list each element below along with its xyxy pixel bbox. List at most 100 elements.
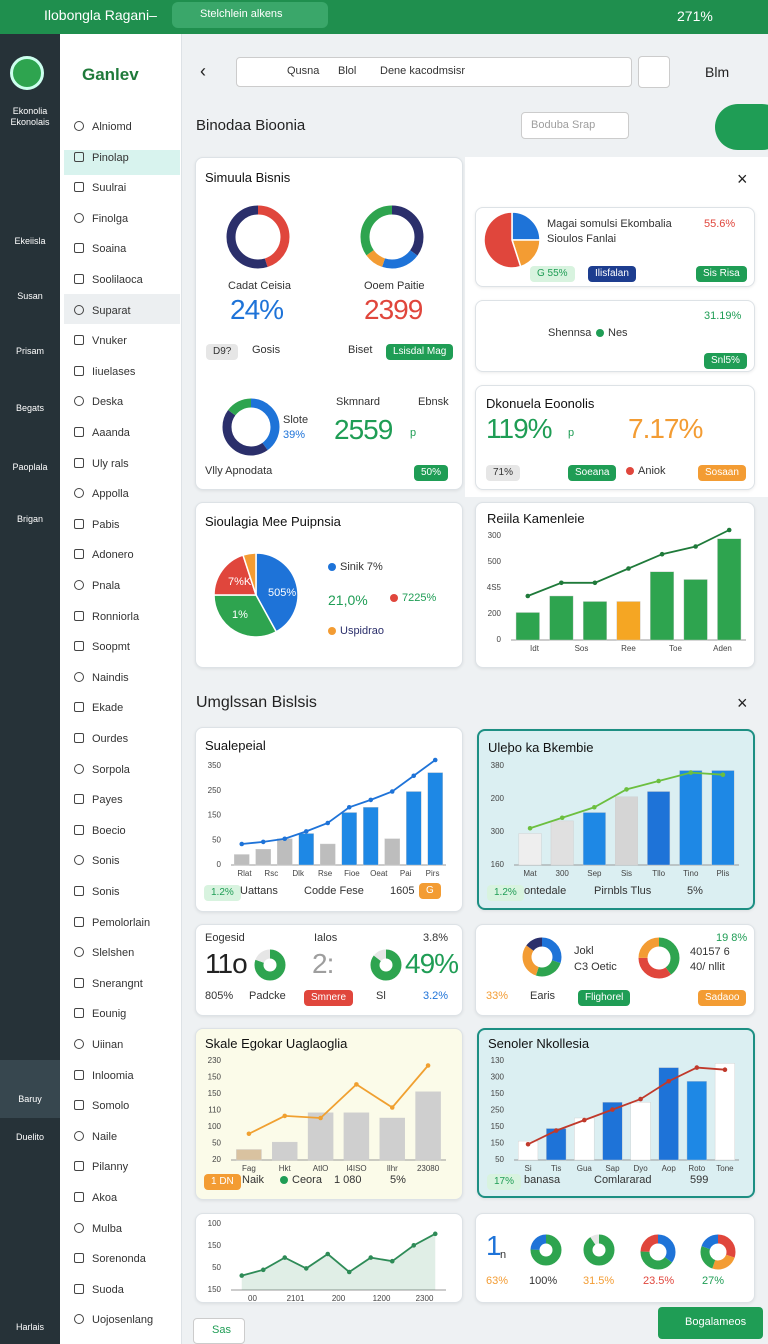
sidebar-item: Soaina xyxy=(92,243,127,256)
bar xyxy=(679,770,703,866)
footer-button[interactable] xyxy=(658,1307,763,1339)
pie-slice xyxy=(511,211,541,241)
sidebar-item: Sonis xyxy=(92,886,120,898)
donut-segment xyxy=(360,205,424,269)
x-tick-label: Si xyxy=(525,1164,532,1173)
card-text: 7%K xyxy=(228,576,252,588)
line-point xyxy=(592,804,597,810)
rail-active xyxy=(0,1060,60,1118)
donut-segment xyxy=(640,1234,676,1270)
card-text: 3.2% xyxy=(423,990,449,1002)
x-tick-label: Oeat xyxy=(370,869,388,878)
card-text: 1 080 xyxy=(334,1174,362,1186)
x-tick-label: Rsc xyxy=(264,869,278,878)
back-icon[interactable]: ‹ xyxy=(200,61,206,81)
sidebar-item: Uojosenlang xyxy=(92,1314,154,1327)
line-point xyxy=(346,804,352,810)
bar xyxy=(298,833,314,866)
toolbar-input[interactable] xyxy=(236,57,632,87)
y-tick-label: 150 xyxy=(208,1073,222,1082)
line-point xyxy=(303,1266,309,1271)
bar xyxy=(234,854,250,866)
chip: Smnere xyxy=(304,990,354,1006)
card-text: Sioulagia Mee Puipnsia xyxy=(205,514,341,529)
y-tick-label: 150 xyxy=(491,1122,505,1131)
dropdown-text: Boduba Srap xyxy=(531,119,596,131)
sidebar-item: Uly rals xyxy=(92,457,129,470)
profile-pill[interactable] xyxy=(715,104,768,150)
dropdown[interactable] xyxy=(521,112,629,139)
y-tick-label: 250 xyxy=(208,786,222,795)
bar xyxy=(658,1067,679,1161)
rail-label: Ekonolia Ekonolais xyxy=(10,106,50,127)
search-text: Stelchlein alkens xyxy=(200,8,283,20)
x-tick-label: Ilhr xyxy=(387,1164,398,1173)
sidebar-item: Sorenonda xyxy=(92,1253,146,1266)
card-text: n xyxy=(500,1249,507,1261)
sidebar xyxy=(60,34,182,1344)
donut-segment xyxy=(254,949,286,981)
x-tick-label: 200 xyxy=(332,1294,346,1303)
y-tick-label: 200 xyxy=(488,609,502,618)
sidebar-item: Sorpola xyxy=(92,763,130,776)
x-tick-label: Aden xyxy=(713,644,732,653)
item-icon xyxy=(74,212,84,223)
line-point xyxy=(525,1141,531,1147)
item-icon xyxy=(74,824,84,835)
item-icon xyxy=(74,947,84,958)
card-text: Comlararad xyxy=(594,1174,652,1186)
card-text: Cadat Ceisia xyxy=(228,280,291,292)
item-icon xyxy=(74,855,84,866)
item-icon xyxy=(74,1283,84,1294)
card-text: Ceora xyxy=(280,1175,322,1186)
y-tick-label: 150 xyxy=(208,1241,222,1250)
close-icon[interactable]: × xyxy=(737,169,748,189)
bar xyxy=(616,601,641,641)
top-search[interactable] xyxy=(172,2,328,28)
tab: Qusna xyxy=(287,65,320,77)
top-bar xyxy=(0,0,768,34)
bar xyxy=(341,812,357,866)
donut-segment xyxy=(640,1234,676,1270)
card-text: p xyxy=(410,427,417,439)
chip: 1.2% xyxy=(487,885,524,901)
card-text: Eogesid xyxy=(205,932,245,944)
x-tick-label: Ree xyxy=(621,644,636,653)
sidebar-item: Slelshen xyxy=(92,947,135,960)
sidebar-item: Ronniorla xyxy=(92,610,140,623)
card-text: Biset xyxy=(348,344,373,356)
sidebar-item: Pabis xyxy=(92,518,120,531)
bar xyxy=(615,796,638,866)
line-point xyxy=(389,1105,395,1110)
card-text: 40157 6 xyxy=(690,946,730,958)
close-icon[interactable]: × xyxy=(737,693,748,713)
x-tick-label: 23080 xyxy=(417,1164,440,1173)
card-text: 19 8% xyxy=(716,932,748,944)
line-point xyxy=(368,1255,374,1260)
card-text: 5% xyxy=(687,885,703,897)
card-text: Jokl xyxy=(574,945,594,957)
sidebar-item: Ourdes xyxy=(92,733,129,745)
y-tick-label: 0 xyxy=(497,635,502,644)
card-text: Aniok xyxy=(626,466,666,477)
footer-chip[interactable] xyxy=(193,1318,245,1344)
donut-segment xyxy=(360,205,424,269)
rail-label: Duelito xyxy=(15,1132,44,1142)
card-text: Gosis xyxy=(252,344,281,356)
sidebar-item: Soolilaoca xyxy=(92,274,143,286)
line-point xyxy=(411,773,417,779)
y-tick-label: 50 xyxy=(212,835,221,844)
bar xyxy=(255,849,271,866)
line-point xyxy=(626,566,631,571)
card-text: Shennsa xyxy=(548,327,592,339)
card-text: 599 xyxy=(690,1174,709,1186)
line-point xyxy=(610,1107,615,1112)
card-text: Codde Fese xyxy=(304,885,364,897)
line-point xyxy=(389,1258,395,1264)
sidebar-item: Sonis xyxy=(92,855,120,868)
y-tick-label: 200 xyxy=(491,794,505,803)
card-text: Nes xyxy=(596,328,628,339)
user-button[interactable] xyxy=(638,56,670,88)
item-icon xyxy=(74,794,84,805)
card-text: C3 Oetic xyxy=(574,961,617,973)
